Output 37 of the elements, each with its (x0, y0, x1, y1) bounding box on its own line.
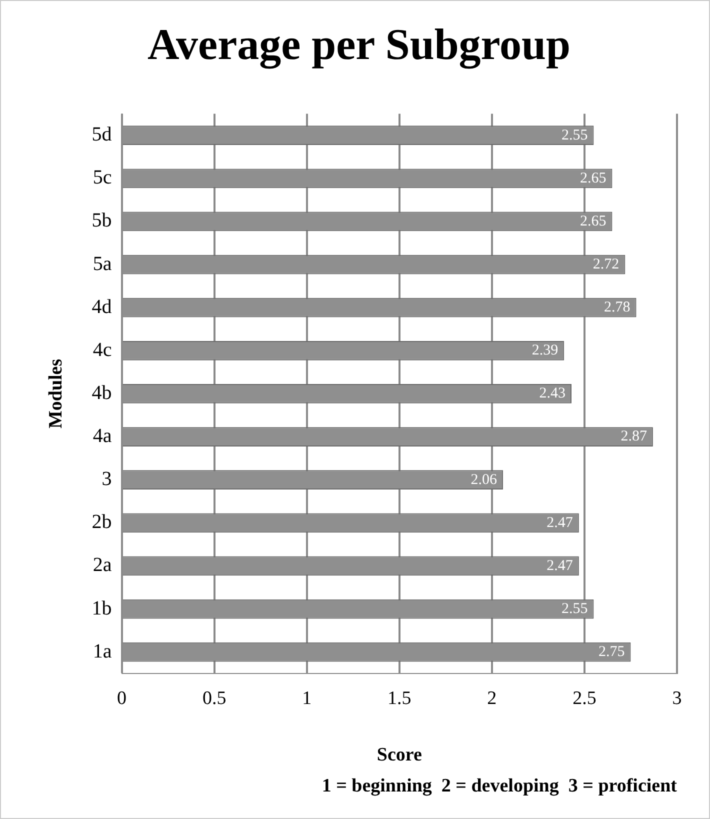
y-tick-label: 5a (92, 252, 112, 275)
y-tick-label: 4b (92, 382, 112, 404)
data-label: 2.47 (546, 558, 574, 574)
data-label: 2.06 (470, 472, 498, 488)
data-label: 2.75 (598, 644, 625, 660)
y-tick-label: 4d (92, 296, 112, 318)
y-tick-label: 2a (92, 554, 112, 576)
data-label: 2.39 (532, 342, 558, 359)
data-label: 2.43 (539, 386, 566, 402)
data-label: 2.65 (580, 213, 606, 230)
x-tick-label: 2.5 (572, 688, 596, 709)
data-label: 2.55 (561, 127, 588, 144)
x-tick-label: 0 (117, 688, 127, 709)
x-axis-title: Score (376, 744, 422, 766)
x-tick-label: 3 (672, 688, 682, 709)
y-tick-label: 4c (92, 338, 112, 361)
chart-title: Average per Subgroup (148, 20, 570, 69)
text: 1 = beginning 2 = developing 3 = proficient (322, 776, 678, 797)
y-tick-label: 2b (92, 511, 112, 534)
data-label: 2.65 (580, 170, 606, 186)
data-label: 2.78 (604, 300, 630, 316)
data-label: 2.47 (546, 514, 574, 531)
y-tick-label: 5b (92, 210, 112, 232)
y-tick-label: 3 (102, 468, 112, 490)
x-tick-label: 1 (302, 688, 312, 709)
x-tick-label: 2 (487, 688, 497, 709)
x-tick-label: 1.5 (388, 688, 412, 709)
data-label: 2.87 (620, 428, 648, 445)
y-tick-label: 5c (92, 166, 112, 189)
data-label: 2.72 (592, 256, 620, 272)
y-axis-title: Modules (45, 358, 66, 429)
y-tick-label: 4a (92, 425, 112, 448)
data-label: 2.55 (561, 600, 588, 617)
y-tick-label: 1a (92, 640, 112, 662)
y-tick-label: 5d (92, 124, 112, 146)
y-tick-label: 1b (92, 597, 112, 620)
x-tick-label: 0.5 (202, 688, 226, 709)
